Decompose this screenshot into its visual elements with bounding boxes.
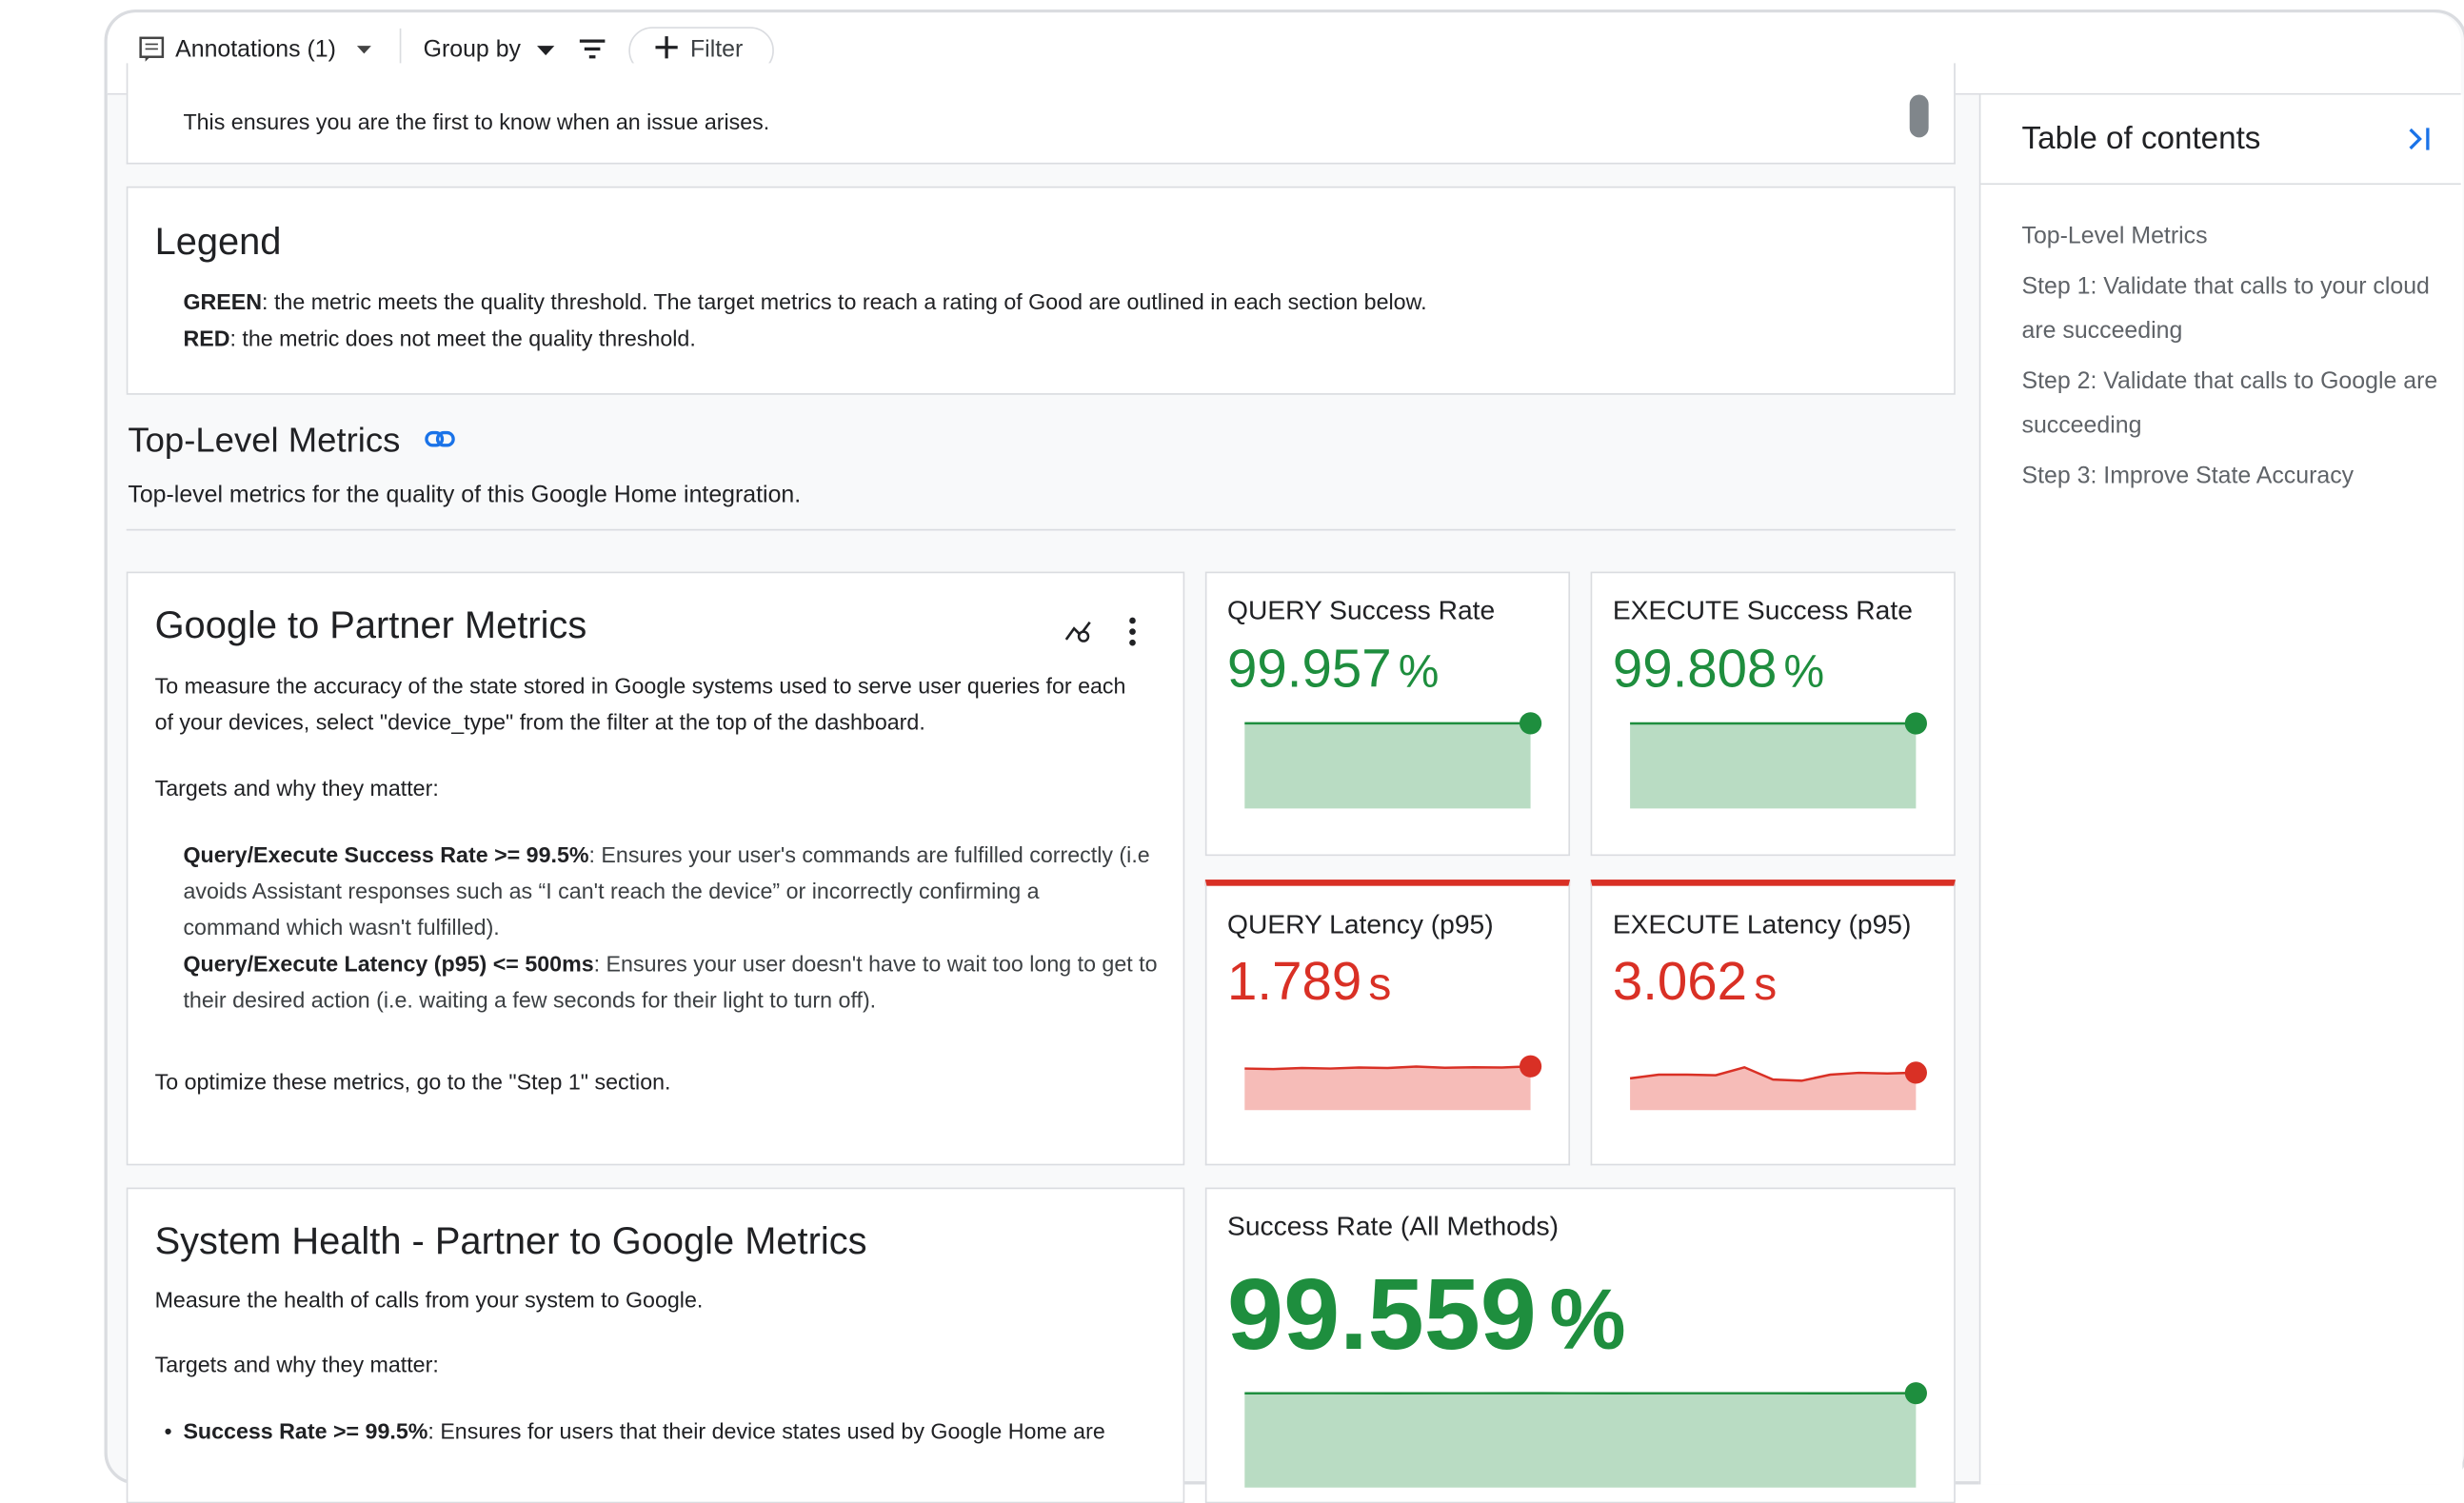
- sparkline: [1244, 1061, 1546, 1126]
- legend-text: : the metric meets the quality threshold…: [262, 289, 1426, 315]
- system-health-title: System Health - Partner to Google Metric…: [155, 1224, 867, 1262]
- g2p-bullet-line: Query/Execute Latency (p95) <= 500ms: En…: [183, 952, 1157, 974]
- divider: [127, 529, 1956, 531]
- sparkline-dot: [1905, 712, 1927, 734]
- sparkline-area: [1244, 723, 1530, 809]
- metric-title: QUERY Latency (p95): [1227, 911, 1494, 938]
- bullet-text: command which wasn't fulfilled).: [183, 915, 499, 940]
- g2p-bullet-line: command which wasn't fulfilled).: [183, 916, 499, 938]
- sparkline-dot: [1905, 1061, 1927, 1083]
- bullet-text: : Ensures for users that their device st…: [427, 1418, 1104, 1444]
- g2p-bullet-line: Query/Execute Success Rate >= 99.5%: Ens…: [183, 843, 1149, 865]
- metric-value: 99.559%: [1227, 1263, 1626, 1364]
- annotations-icon[interactable]: [139, 36, 165, 62]
- legend-label: RED: [183, 326, 229, 351]
- metric-number: 99.808: [1613, 640, 1778, 700]
- sparkline: [1630, 723, 1932, 824]
- metric-unit: s: [1754, 960, 1777, 1011]
- metric-title: QUERY Success Rate: [1227, 597, 1495, 623]
- bullet: •: [165, 1419, 172, 1441]
- system-health-bullet: Success Rate >= 99.5%: Ensures for users…: [183, 1419, 1104, 1441]
- g2p-footer: To optimize these metrics, go to the "St…: [155, 1071, 671, 1093]
- more-icon[interactable]: [1128, 616, 1138, 647]
- section-description: Top-level metrics for the quality of thi…: [128, 484, 801, 507]
- metric-title: EXECUTE Latency (p95): [1613, 911, 1911, 938]
- sparkline-dot: [1520, 1056, 1541, 1078]
- bullet-label: Query/Execute Success Rate >= 99.5%: [183, 841, 588, 867]
- legend-item: GREEN: the metric meets the quality thre…: [183, 290, 1426, 312]
- system-health-description: Measure the health of calls from your sy…: [155, 1289, 704, 1311]
- collapse-icon[interactable]: [2407, 127, 2433, 152]
- g2p-text: of your devices, select "device_type" fr…: [155, 711, 925, 733]
- toc-panel: [1979, 95, 2463, 1485]
- toc-title: Table of contents: [2022, 123, 2261, 154]
- sparkline: [1244, 723, 1546, 824]
- section-title: Top-Level Metrics: [128, 424, 400, 458]
- toc-item[interactable]: Step 1: Validate that calls to your clou…: [2022, 275, 2430, 299]
- sparkline-area: [1244, 1394, 1916, 1488]
- g2p-bullet-line: avoids Assistant responses such as “I ca…: [183, 880, 1039, 901]
- metric-unit: %: [1784, 647, 1825, 698]
- system-health-targets: Targets and why they matter:: [155, 1354, 439, 1375]
- metric-unit: %: [1549, 1271, 1625, 1367]
- metric-value: 99.808%: [1613, 643, 1824, 696]
- metric-value: 99.957%: [1227, 643, 1439, 696]
- legend-item: RED: the metric does not meet the qualit…: [183, 326, 695, 348]
- metric-title: Success Rate (All Methods): [1227, 1213, 1559, 1239]
- metric-number: 99.957: [1227, 640, 1392, 700]
- dropdown-arrow[interactable]: [537, 46, 556, 57]
- group-by-button[interactable]: Group by: [424, 38, 521, 62]
- metric-title: EXECUTE Success Rate: [1613, 597, 1913, 623]
- metric-unit: %: [1399, 647, 1440, 698]
- link-icon[interactable]: [425, 428, 456, 450]
- page: Annotations (1) Group by Filter This ens…: [0, 0, 2464, 1466]
- dropdown-arrow[interactable]: [357, 46, 373, 55]
- toc-item[interactable]: Top-Level Metrics: [2022, 225, 2208, 248]
- g2p-targets: Targets and why they matter:: [155, 777, 439, 799]
- bullet-text: : Ensures your user doesn't have to wait…: [594, 951, 1158, 977]
- sparkline-dot: [1905, 1382, 1927, 1404]
- sparkline-dot: [1520, 712, 1541, 734]
- dashboard: Annotations (1) Group by Filter This ens…: [0, 0, 2464, 1466]
- metric-number: 3.062: [1613, 952, 1747, 1012]
- metric-unit: s: [1368, 960, 1391, 1011]
- bullet-label: Query/Execute Latency (p95) <= 500ms: [183, 951, 593, 977]
- toc-item[interactable]: Step 2: Validate that calls to Google ar…: [2022, 369, 2438, 393]
- scrollbar[interactable]: [1910, 95, 1929, 138]
- bullet-text: : Ensures your user's commands are fulfi…: [589, 841, 1150, 867]
- intro-text: This ensures you are the first to know w…: [183, 110, 769, 132]
- bullet-text: avoids Assistant responses such as “I ca…: [183, 878, 1039, 903]
- bullet-text: their desired action (i.e. waiting a few…: [183, 987, 876, 1013]
- annotations-button[interactable]: Annotations (1): [175, 38, 336, 62]
- sparkline-area: [1244, 1066, 1530, 1110]
- metric-number: 1.789: [1227, 952, 1361, 1012]
- sparkline-area: [1630, 723, 1916, 808]
- metric-number: 99.559: [1227, 1257, 1537, 1371]
- legend-title: Legend: [155, 225, 282, 263]
- g2p-title: Google to Partner Metrics: [155, 608, 587, 646]
- bullet-label: Success Rate >= 99.5%: [183, 1418, 427, 1444]
- plus-icon[interactable]: [655, 36, 677, 58]
- toc-item[interactable]: are succeeding: [2022, 319, 2183, 343]
- explore-icon[interactable]: [1064, 619, 1093, 644]
- sparkline: [1630, 1061, 1932, 1126]
- g2p-bullet-line: their desired action (i.e. waiting a few…: [183, 989, 876, 1011]
- divider: [1980, 183, 2460, 185]
- toc-item[interactable]: succeeding: [2022, 414, 2142, 438]
- sparkline: [1244, 1393, 1932, 1503]
- toc-item[interactable]: Step 3: Improve State Accuracy: [2022, 465, 2355, 488]
- legend-label: GREEN: [183, 289, 262, 315]
- filter-label[interactable]: Filter: [690, 38, 743, 62]
- legend-text: : the metric does not meet the quality t…: [229, 326, 695, 351]
- g2p-text: To measure the accuracy of the state sto…: [155, 674, 1126, 696]
- sort-icon[interactable]: [580, 39, 606, 61]
